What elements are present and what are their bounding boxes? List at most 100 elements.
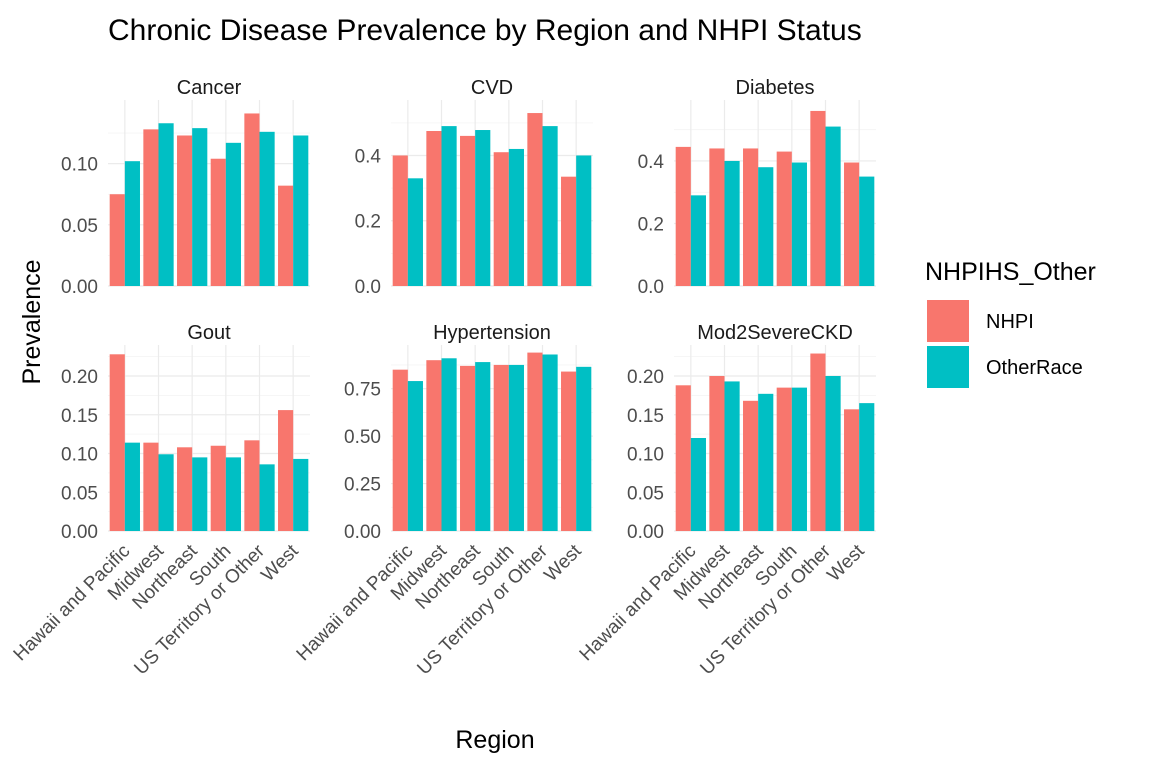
panel-strip-label: Cancer (177, 77, 242, 99)
panel-strip-label: Gout (187, 322, 231, 344)
panel-strip-label: CVD (471, 77, 513, 99)
bar-otherrace-4 (791, 387, 807, 531)
bar-nhpi-6 (561, 371, 577, 531)
y-tick-label: 0.15 (61, 406, 98, 427)
bar-otherrace-1 (690, 195, 706, 286)
bar-nhpi-2 (426, 131, 442, 286)
bar-nhpi-4 (776, 151, 792, 286)
bar-otherrace-2 (724, 381, 740, 531)
facet-panels: 0.00 0.05 0.10 Cancer 0.0 0.2 0.4 CVD 0.0 0.2 0.4 D… (10, 77, 876, 679)
bar-otherrace-3 (475, 362, 491, 531)
bar-otherrace-1 (124, 161, 140, 286)
y-tick-label: 0.05 (61, 483, 98, 504)
panel-diabetes: 0.0 0.2 0.4 Diabetes (638, 77, 876, 298)
bar-nhpi-5 (527, 352, 543, 531)
bar-nhpi-2 (426, 360, 442, 531)
bar-nhpi-2 (709, 148, 725, 286)
bar-otherrace-1 (407, 178, 423, 286)
bar-otherrace-4 (225, 457, 241, 531)
bar-otherrace-5 (259, 464, 275, 531)
bar-nhpi-3 (743, 148, 759, 286)
bar-nhpi-6 (561, 176, 577, 286)
panel-cancer: 0.00 0.05 0.10 Cancer (61, 77, 310, 298)
bar-otherrace-2 (158, 454, 174, 531)
y-tick-label: 0.0 (638, 277, 664, 298)
bar-nhpi-5 (244, 440, 260, 531)
bar-nhpi-1 (392, 369, 408, 531)
x-tick-label: West (823, 540, 869, 586)
panel-strip-label: Mod2SevereCKD (697, 322, 853, 344)
bar-nhpi-2 (709, 376, 725, 531)
x-tick-label: West (257, 540, 303, 586)
y-tick-label: 0.10 (627, 445, 664, 466)
bar-otherrace-2 (441, 126, 457, 287)
bar-otherrace-4 (508, 364, 524, 531)
bar-nhpi-4 (493, 152, 509, 286)
bar-nhpi-1 (675, 385, 691, 531)
panel-mod2severeckd: 0.000.050.100.150.20Mod2SevereCKDHawaii … (576, 322, 876, 679)
y-tick-label: 0.00 (61, 522, 98, 543)
bar-otherrace-1 (407, 381, 423, 531)
x-tick-label: West (540, 540, 586, 586)
chart-title: Chronic Disease Prevalence by Region and… (108, 14, 862, 47)
legend-label: OtherRace (986, 357, 1083, 379)
legend: NHPIHS_Other NHPI OtherRace (925, 258, 1096, 388)
bar-otherrace-6 (293, 458, 309, 531)
bar-nhpi-1 (109, 194, 125, 286)
panel-strip-label: Diabetes (736, 77, 815, 99)
bar-otherrace-2 (724, 160, 740, 286)
legend-label: NHPI (986, 311, 1034, 333)
legend-key-otherrace (927, 346, 969, 388)
bar-nhpi-3 (177, 135, 193, 286)
bar-nhpi-5 (810, 110, 826, 286)
bar-otherrace-3 (192, 128, 208, 286)
bar-nhpi-6 (844, 409, 860, 531)
bar-otherrace-2 (158, 123, 174, 286)
y-tick-label: 0.2 (638, 214, 664, 235)
y-tick-label: 0.0 (355, 277, 381, 298)
y-tick-label: 0.4 (355, 146, 382, 167)
y-tick-label: 0.00 (344, 522, 381, 543)
bar-nhpi-3 (177, 447, 193, 531)
bar-otherrace-6 (576, 366, 592, 531)
bar-nhpi-3 (460, 135, 476, 286)
bar-otherrace-1 (124, 442, 140, 531)
y-tick-label: 0.00 (61, 277, 98, 298)
y-tick-label: 0.20 (627, 367, 664, 388)
bar-otherrace-3 (758, 393, 774, 531)
bar-otherrace-1 (690, 438, 706, 531)
bar-nhpi-5 (244, 113, 260, 286)
bar-nhpi-1 (675, 146, 691, 286)
bar-otherrace-5 (825, 376, 841, 531)
bar-nhpi-6 (844, 162, 860, 286)
bar-nhpi-4 (210, 445, 226, 531)
y-tick-label: 0.00 (627, 522, 664, 543)
y-tick-label: 0.4 (638, 152, 665, 173)
y-tick-label: 0.25 (344, 475, 381, 496)
y-tick-label: 0.15 (627, 406, 664, 427)
bar-otherrace-5 (542, 354, 558, 531)
bar-nhpi-6 (278, 410, 294, 531)
bar-otherrace-6 (859, 176, 875, 286)
bar-nhpi-5 (810, 353, 826, 531)
bar-nhpi-4 (493, 364, 509, 531)
bar-otherrace-6 (576, 155, 592, 286)
bar-nhpi-2 (143, 442, 159, 531)
bar-nhpi-1 (109, 354, 125, 531)
bar-nhpi-4 (210, 158, 226, 286)
x-axis-title: Region (455, 726, 534, 754)
bar-nhpi-5 (527, 113, 543, 286)
bar-otherrace-3 (475, 130, 491, 286)
y-tick-label: 0.20 (61, 367, 98, 388)
panel-strip-label: Hypertension (433, 322, 551, 344)
bar-nhpi-1 (392, 155, 408, 286)
bar-otherrace-4 (791, 162, 807, 286)
y-tick-label: 0.10 (61, 155, 98, 176)
y-tick-label: 0.2 (355, 212, 381, 233)
bar-otherrace-6 (859, 403, 875, 531)
bar-otherrace-6 (293, 135, 309, 286)
bar-otherrace-4 (225, 142, 241, 286)
